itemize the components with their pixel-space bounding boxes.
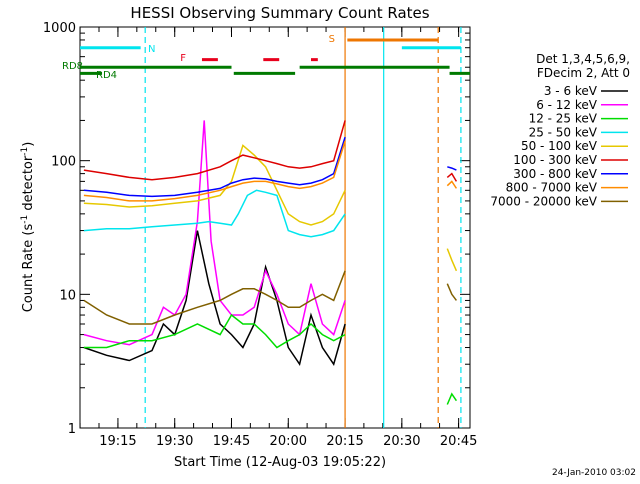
x-axis-label: Start Time (12-Aug-03 19:05:22) bbox=[174, 455, 386, 470]
legend-label-7000-20000-kev: 7000 - 20000 keV bbox=[490, 194, 597, 208]
y-axis-label-mid: detector bbox=[21, 155, 36, 215]
y-axis-label-end: ) bbox=[21, 142, 36, 147]
y-tick-label: 100 bbox=[51, 155, 76, 170]
chart-title: HESSI Observing Summary Count Rates bbox=[130, 4, 429, 22]
series-line-7000-20000-kev-late bbox=[446, 283, 457, 301]
y-axis-label-exp2: -1 bbox=[20, 147, 30, 156]
x-tick-label: 20:30 bbox=[383, 434, 420, 449]
y-axis-label-exp1: -1 bbox=[20, 215, 30, 224]
y-axis-label-base: Count Rate (s bbox=[21, 224, 36, 313]
legend: Det 1,3,4,5,6,9, FDecim 2, Att 0 3 - 6 k… bbox=[490, 52, 630, 208]
series-line-50-100-kev-late bbox=[446, 248, 458, 272]
x-tick-label: 19:15 bbox=[99, 434, 136, 449]
series-line-3-6-kev bbox=[83, 230, 346, 367]
x-tick-label: 20:15 bbox=[326, 434, 363, 449]
series-line-800-7000-kev-late bbox=[446, 180, 458, 189]
legend-label-6-12-kev: 6 - 12 keV bbox=[536, 98, 598, 112]
x-tick-label: 19:45 bbox=[213, 434, 250, 449]
legend-label-50-100-kev: 50 - 100 keV bbox=[521, 139, 598, 153]
y-tick-label: 1000 bbox=[43, 21, 76, 36]
series-line-12-25-kev bbox=[83, 313, 346, 349]
legend-header-line2: FDecim 2, Att 0 bbox=[537, 66, 630, 80]
series-line-100-300-kev bbox=[83, 120, 346, 181]
series-line-300-800-kev-late bbox=[447, 166, 457, 171]
legend-label-25-50-kev: 25 - 50 keV bbox=[529, 125, 598, 139]
x-tick-label: 20:00 bbox=[270, 434, 307, 449]
series-line-800-7000-kev bbox=[83, 140, 346, 202]
series-line-50-100-kev bbox=[83, 144, 346, 226]
flag-label-n: N bbox=[148, 44, 155, 55]
legend-label-3-6-kev: 3 - 6 keV bbox=[544, 84, 598, 98]
legend-label-300-800-kev: 300 - 800 keV bbox=[513, 167, 597, 181]
series-line-25-50-kev bbox=[83, 189, 346, 238]
plot-area: 1 10 100 1000 19:15 19:30 19:45 20:00 20:15 20:30… bbox=[43, 21, 477, 449]
flag-label-rd4: RD4 bbox=[96, 70, 117, 81]
legend-label-800-7000-kev: 800 - 7000 keV bbox=[506, 181, 598, 195]
plot-frame bbox=[79, 26, 471, 429]
series-line-100-300-kev-late bbox=[446, 172, 458, 182]
x-tick-label: 20:45 bbox=[440, 434, 477, 449]
legend-label-12-25-kev: 12 - 25 keV bbox=[529, 112, 598, 126]
flag-label-s: S bbox=[329, 34, 335, 45]
series-line-7000-20000-kev bbox=[83, 270, 346, 325]
series-line-300-800-kev bbox=[83, 136, 346, 198]
flag-label-rd8: RD8 bbox=[62, 61, 83, 72]
x-tick-label: 19:30 bbox=[156, 434, 193, 449]
series-line-12-25-kev-late bbox=[446, 392, 458, 405]
y-tick-label: 10 bbox=[59, 288, 76, 303]
legend-label-100-300-kev: 100 - 300 keV bbox=[513, 153, 597, 167]
y-tick-label: 1 bbox=[68, 422, 76, 437]
flag-label-f: F bbox=[180, 53, 186, 64]
legend-header-line1: Det 1,3,4,5,6,9, bbox=[536, 52, 630, 66]
y-axis-label: Count Rate (s-1 detector-1) bbox=[20, 142, 36, 313]
footer-date: 24-Jan-2010 03:02 bbox=[552, 468, 636, 478]
